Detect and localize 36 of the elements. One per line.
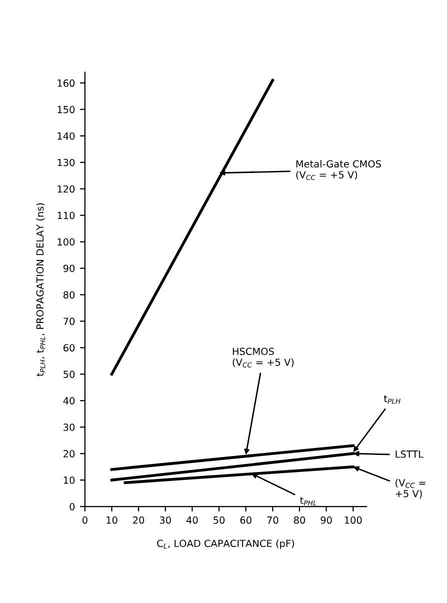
y-tick-label: 130 (58, 158, 75, 166)
annotation: (V$_{CC}$ = +5 V) (396, 478, 426, 498)
y-tick-label: 40 (63, 397, 75, 404)
y-tick-label: 120 (58, 185, 75, 193)
x-tick-label: 40 (186, 516, 198, 524)
x-tick-label: 10 (106, 516, 118, 524)
annotation: t$_{PHL}$ (300, 496, 316, 506)
y-tick-label: 30 (64, 424, 75, 431)
x-tick-label: 20 (133, 516, 144, 524)
y-tick-label: 70 (64, 318, 75, 326)
y-axis-title: t$_{PLH}$, t$_{PHL}$, PROPAGATION DELAY (ns) (36, 203, 46, 376)
annotation: Metal-Gate CMOS (V$_{CC}$ = +5 V) (296, 160, 381, 180)
y-tick-label: 20 (64, 450, 75, 458)
y-tick-label: 110 (58, 212, 75, 220)
text: LSTTL (396, 450, 424, 458)
y-tick-label: 60 (64, 344, 75, 352)
x-tick-label: 30 (160, 516, 171, 524)
x-tick-label: 70 (267, 516, 278, 524)
x-tick-label: 0 (82, 516, 88, 524)
y-tick-label: 100 (58, 238, 75, 246)
x-axis-title: C$_{L}$, LOAD CAPACITANCE (pF) (157, 540, 294, 549)
x-tick-label: 80 (294, 516, 306, 524)
x-tick-label: 90 (320, 516, 332, 524)
y-tick-label: 160 (58, 79, 75, 87)
y-tick-label: 90 (63, 264, 75, 272)
y-tick-label: 140 (58, 132, 75, 140)
y-tick-label: 80 (63, 291, 75, 299)
x-tick-label: 60 (240, 516, 252, 524)
annotation: t$_{PLH}$ (384, 395, 400, 404)
y-tick-label: 150 (58, 106, 75, 114)
x-tick-label: 50 (214, 516, 225, 524)
annotation: HSCMOS (V$_{CC}$ = +5 V) (232, 348, 294, 368)
y-tick-label: 50 (64, 370, 75, 378)
x-tick-label: 100 (344, 516, 362, 524)
y-tick-label: 10 (64, 476, 75, 484)
y-tick-label: 0 (70, 503, 75, 510)
